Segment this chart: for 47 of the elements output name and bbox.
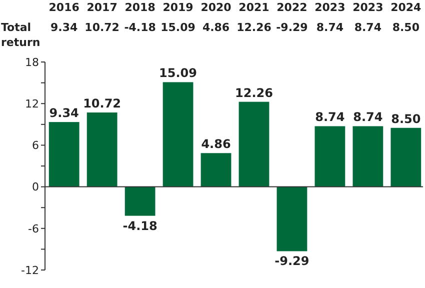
bar xyxy=(86,112,118,187)
y-tick-label: -12 xyxy=(21,264,39,277)
data-label: 15.09 xyxy=(160,21,196,34)
data-label: 12.26 xyxy=(236,21,272,34)
bar xyxy=(352,126,384,187)
x-tick-label: 2017 xyxy=(86,1,118,14)
data-label: 4.86 xyxy=(202,21,230,34)
data-label: 8.74 xyxy=(354,21,382,34)
x-tick-label: 2016 xyxy=(48,1,80,14)
x-tick-label: 2021 xyxy=(238,1,270,14)
x-tick-label: 2023 xyxy=(352,1,384,14)
data-label: 9.34 xyxy=(50,21,78,34)
y-tick-label: 0 xyxy=(32,180,39,194)
data-label: -9.29 xyxy=(276,21,308,34)
text: -9.29 xyxy=(274,254,310,268)
text: -4.18 xyxy=(122,218,158,233)
bar xyxy=(314,126,346,187)
y-tick-label: 18 xyxy=(25,56,39,69)
y-tick-label: -6 xyxy=(28,222,39,236)
y-tick-label: 12 xyxy=(25,97,39,110)
y-tick-label: 6 xyxy=(32,139,39,152)
bar xyxy=(200,153,232,187)
data-label: -4.18 xyxy=(124,21,156,34)
data-label: 8.50 xyxy=(392,21,420,34)
bar xyxy=(48,122,80,187)
data-label: 10.72 xyxy=(84,21,120,34)
x-tick-label: 2023 xyxy=(314,1,346,14)
x-tick-label: 2020 xyxy=(200,1,232,14)
bar xyxy=(238,102,270,187)
text: 8.74 xyxy=(353,110,383,124)
text: Total return xyxy=(1,21,40,49)
bar xyxy=(124,186,156,216)
text: 15.09 xyxy=(159,66,198,80)
bar xyxy=(276,186,308,252)
text: 8.74 xyxy=(315,110,345,124)
x-tick-label: 2019 xyxy=(162,1,194,14)
text: 10.72 xyxy=(83,96,122,110)
text: 4.86 xyxy=(201,137,231,152)
bar xyxy=(162,82,194,187)
text: 12.26 xyxy=(235,86,273,100)
x-tick-label: 2024 xyxy=(390,1,422,14)
data-label: 8.74 xyxy=(316,21,344,34)
x-tick-label: 2018 xyxy=(124,1,156,14)
bar xyxy=(390,128,422,187)
text: 9.34 xyxy=(49,106,79,120)
x-tick-label: 2022 xyxy=(276,1,308,14)
text: 8.50 xyxy=(391,112,421,126)
